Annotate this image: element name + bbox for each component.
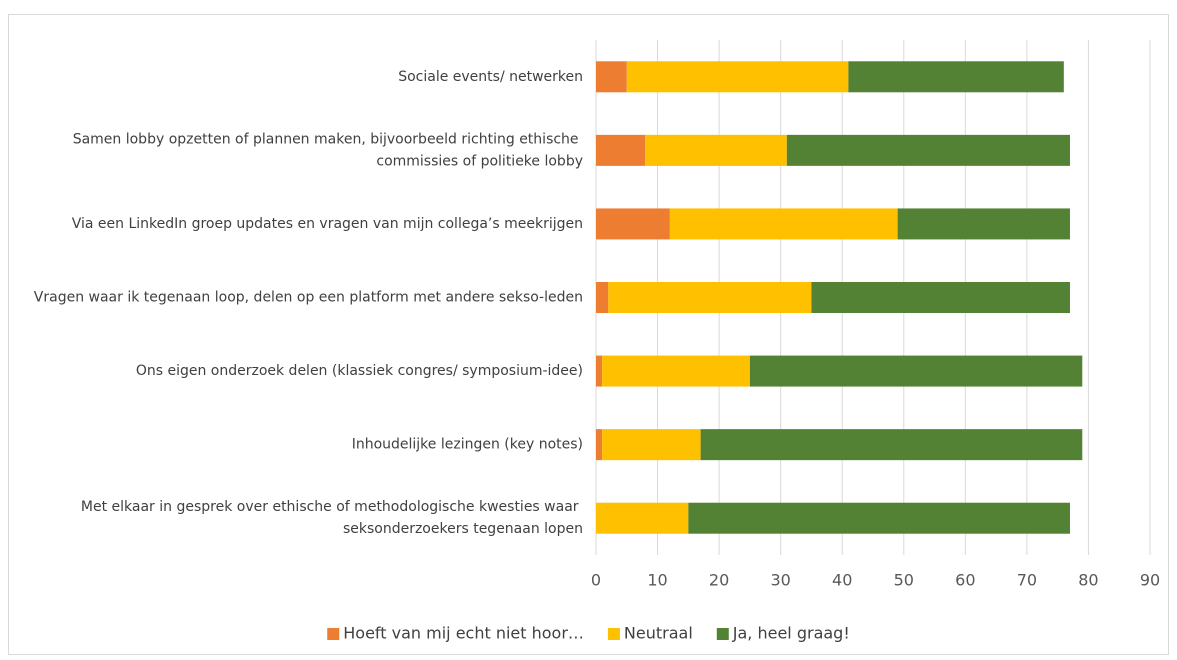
bar-segment bbox=[688, 502, 1070, 534]
bar-segment bbox=[786, 134, 1070, 166]
bar-segment bbox=[897, 208, 1070, 240]
y-tick-label: Vragen waar ik tegenaan loop, delen op e… bbox=[34, 290, 583, 306]
legend-label: Ja, heel graag! bbox=[732, 624, 850, 643]
x-tick-label: 0 bbox=[591, 571, 601, 590]
y-tick-label: Inhoudelijke lezingen (key notes) bbox=[352, 437, 583, 453]
bar-segment bbox=[645, 134, 787, 166]
x-tick-label: 70 bbox=[1017, 571, 1037, 590]
chart-border bbox=[8, 14, 1169, 655]
bar-segment bbox=[602, 355, 750, 387]
bar-segment bbox=[811, 282, 1070, 313]
bar-segment bbox=[626, 61, 849, 93]
x-tick-label: 20 bbox=[709, 571, 729, 590]
y-tick-label: Met elkaar in gesprek over ethische of m… bbox=[81, 499, 583, 537]
bar-segment bbox=[596, 208, 670, 240]
bar-segment bbox=[596, 282, 609, 313]
legend-swatch bbox=[607, 628, 620, 640]
bar-segment bbox=[602, 429, 701, 461]
bar-segment bbox=[596, 61, 627, 93]
bar-segment bbox=[596, 355, 603, 387]
legend-swatch bbox=[327, 628, 340, 640]
bar-segment bbox=[749, 355, 1083, 387]
bar-segment bbox=[596, 134, 646, 166]
y-tick-label: Via een LinkedIn groep updates en vragen… bbox=[72, 216, 583, 232]
bar-segment bbox=[848, 61, 1064, 93]
legend-label: Neutraal bbox=[624, 624, 693, 643]
x-tick-label: 80 bbox=[1078, 571, 1098, 590]
x-tick-label: 50 bbox=[894, 571, 914, 590]
y-tick-label: Sociale events/ netwerken bbox=[398, 69, 583, 85]
bar-segment bbox=[596, 502, 689, 534]
legend-swatch bbox=[716, 628, 729, 640]
x-tick-label: 30 bbox=[770, 571, 790, 590]
legend-label: Hoeft van mij echt niet hoor… bbox=[343, 624, 584, 643]
bar-segment bbox=[596, 429, 603, 461]
bar-segment bbox=[608, 282, 812, 313]
bar-segment bbox=[669, 208, 898, 240]
bar-segment bbox=[700, 429, 1083, 461]
y-tick-label: Ons eigen onderzoek delen (klassiek cong… bbox=[136, 363, 583, 379]
x-tick-label: 40 bbox=[832, 571, 852, 590]
legend: Hoeft van mij echt niet hoor… Neutraal Ja,… bbox=[327, 624, 850, 643]
x-tick-label: 60 bbox=[955, 571, 975, 590]
x-tick-label: 90 bbox=[1140, 571, 1160, 590]
y-tick-label: Samen lobby opzetten of plannen maken, b… bbox=[73, 131, 583, 169]
x-tick-label: 10 bbox=[647, 571, 667, 590]
